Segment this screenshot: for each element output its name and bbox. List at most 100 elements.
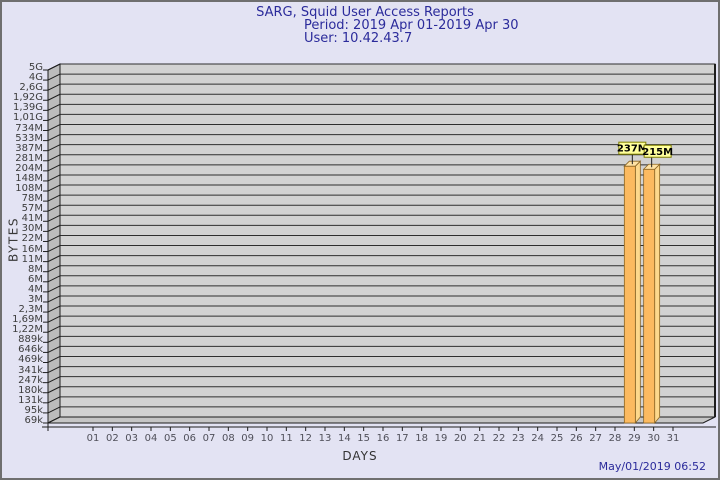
wall-slant-line (47, 144, 61, 152)
wall-slant-line (47, 93, 61, 101)
x-tick-label: 12 (299, 433, 313, 444)
x-tick-label: 05 (163, 433, 177, 444)
x-tick-label: 01 (86, 433, 100, 444)
y-tick-label: 4M (28, 283, 43, 295)
x-axis-title: DAYS (342, 449, 378, 463)
y-tick-label: 5G (28, 62, 43, 73)
x-tick-label: 20 (453, 433, 467, 444)
x-tick-label: 25 (550, 433, 564, 444)
x-tick-label: 29 (627, 433, 641, 444)
wall-slant-line (47, 154, 61, 162)
x-tick-label: 14 (337, 433, 351, 444)
wall-slant-line (47, 406, 61, 414)
x-tick-label: 26 (569, 433, 583, 444)
x-tick-label: 04 (144, 433, 158, 444)
bar-side-day-29 (634, 160, 641, 425)
x-tick-label: 23 (511, 433, 525, 444)
wall-slant-line (47, 335, 61, 343)
wall-slant-line (47, 245, 61, 252)
wall-slant-line (47, 305, 61, 313)
wall-slant-line (47, 386, 61, 394)
wall-slant-line (47, 315, 61, 323)
x-tick-label: 16 (376, 433, 390, 444)
x-tick-label: 13 (318, 433, 332, 444)
y-tick-label: 8M (28, 263, 43, 275)
wall-slant-line (47, 73, 61, 81)
y-tick-label: 30M (21, 223, 43, 235)
value-box-day-30 (643, 144, 672, 158)
x-tick-label: 07 (202, 433, 216, 444)
wall-slant-line (47, 194, 61, 202)
y-tick-label: 889k (18, 334, 43, 346)
y-tick-label: 11M (21, 253, 43, 265)
generation-timestamp: May/01/2019 06:52 (598, 460, 706, 473)
wall-slant-line (47, 113, 61, 121)
chart-title: SARG, Squid User Access Reports (256, 5, 474, 20)
x-tick-label: 24 (531, 433, 545, 444)
y-tick-label: 6M (28, 273, 43, 285)
wall-slant-line (47, 83, 61, 91)
wall-slant-line (47, 295, 61, 303)
x-tick-label: 06 (183, 433, 197, 444)
y-tick-label: 469k (18, 354, 43, 366)
wall-slant-line (47, 164, 61, 172)
bar-value-label: 237M (617, 144, 648, 155)
y-tick-label: 2,3M (18, 304, 43, 316)
x-tick-label: 28 (608, 433, 622, 444)
wall-slant-line (47, 63, 61, 71)
y-tick-label: 734M (15, 122, 43, 134)
x-tick-label: 22 (492, 433, 506, 444)
x-tick-label: 03 (125, 433, 139, 444)
y-tick-label: 16M (21, 243, 43, 255)
x-tick-label: 11 (279, 433, 293, 444)
y-tick-label: 69k (24, 415, 43, 426)
y-tick-label: 78M (21, 193, 43, 205)
y-tick-label: 1,22M (12, 324, 43, 336)
wall-slant-line (47, 255, 61, 263)
bar-side-day-30 (654, 163, 661, 425)
y-tick-label: 1,39G (12, 102, 43, 114)
y-tick-label: 281M (15, 152, 43, 164)
x-tick-label: 31 (666, 433, 680, 444)
wall-slant-line (47, 356, 61, 363)
plot-background (59, 63, 716, 418)
x-tick-label: 30 (647, 433, 661, 444)
wall-slant-line (47, 224, 61, 232)
wall-slant-line (47, 376, 61, 384)
y-tick-label: 247k (18, 374, 43, 386)
y-tick-label: 533M (15, 132, 43, 144)
chart-user: User: 10.42.43.7 (304, 31, 413, 46)
wall-slant-line (47, 345, 61, 353)
x-tick-label: 18 (415, 433, 429, 444)
bar-day-30 (643, 168, 656, 424)
wall-slant-line (47, 396, 61, 404)
x-tick-label: 27 (589, 433, 603, 444)
x-tick-label: 19 (434, 433, 448, 444)
wall-slant-line (47, 204, 61, 212)
y-tick-label: 1,01G (12, 112, 43, 124)
wall-slant-line (47, 275, 61, 283)
x-tick-label: 02 (105, 433, 119, 444)
y-tick-label: 4G (28, 72, 43, 84)
wall-slant-line (47, 214, 61, 222)
floor (47, 416, 716, 424)
wall-slant-line (47, 124, 61, 131)
x-tick-label: 15 (357, 433, 371, 444)
y-tick-label: 131k (18, 394, 43, 406)
wall-slant-line (47, 184, 61, 192)
y-tick-label: 646k (18, 344, 43, 356)
y-tick-label: 22M (21, 233, 43, 245)
y-tick-label: 41M (21, 213, 43, 225)
bar-day-29 (623, 165, 636, 424)
wall-slant-line (47, 103, 61, 111)
y-tick-label: 204M (15, 162, 43, 174)
y-tick-label: 2,6G (19, 82, 43, 94)
y-tick-label: 341k (18, 364, 43, 376)
wall-slant-line (47, 366, 61, 374)
x-tick-label: 09 (241, 433, 255, 444)
y-tick-label: 180k (18, 384, 43, 396)
wall-slant-line (47, 265, 61, 273)
wall-slant-line (47, 285, 61, 293)
y-tick-label: 108M (15, 183, 43, 195)
